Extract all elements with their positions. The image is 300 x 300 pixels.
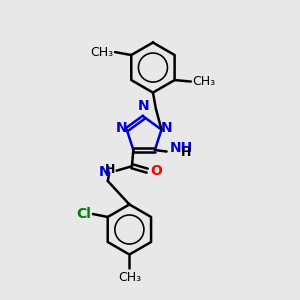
Text: Cl: Cl: [76, 207, 92, 221]
Text: CH₃: CH₃: [192, 75, 215, 88]
Text: O: O: [150, 164, 162, 178]
Text: H: H: [105, 163, 115, 176]
Text: N: N: [116, 121, 127, 135]
Text: NH: NH: [169, 141, 193, 155]
Text: N: N: [138, 99, 150, 112]
Text: N: N: [98, 165, 110, 179]
Text: CH₃: CH₃: [118, 271, 141, 284]
Text: H: H: [181, 146, 192, 160]
Text: N: N: [161, 121, 172, 135]
Text: CH₃: CH₃: [91, 46, 114, 59]
